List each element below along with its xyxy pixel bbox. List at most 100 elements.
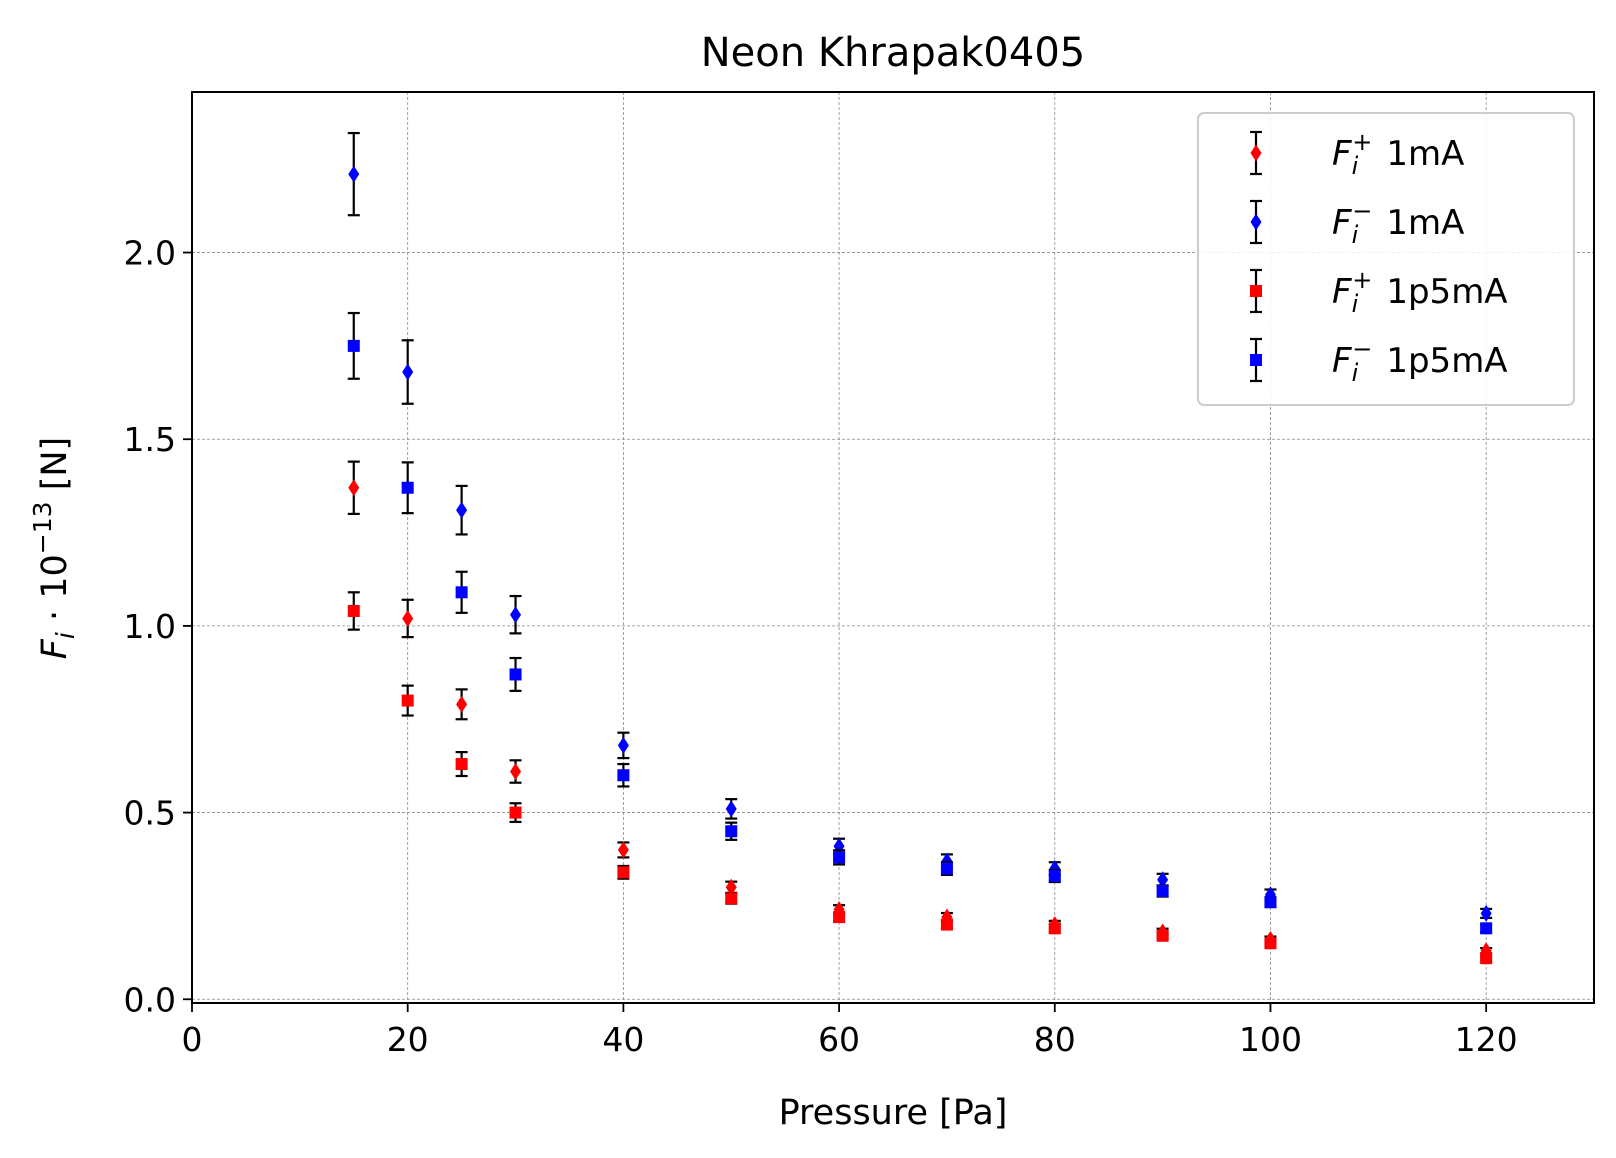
x-tick-label: 80 xyxy=(1034,1020,1076,1059)
data-point xyxy=(940,918,953,931)
legend-item: Fi− 1p5mA xyxy=(1250,335,1508,387)
data-point xyxy=(1264,937,1277,950)
x-tick-label: 40 xyxy=(602,1020,644,1059)
x-tick-label: 0 xyxy=(182,1020,203,1059)
point-marker xyxy=(509,668,522,681)
point-marker xyxy=(402,609,414,627)
point-marker xyxy=(402,363,414,381)
legend-label: Fi+ 1mA xyxy=(1332,128,1464,180)
point-marker xyxy=(1156,884,1169,897)
point-marker xyxy=(940,862,953,875)
point-marker xyxy=(510,606,522,624)
data-point xyxy=(725,798,738,820)
point-marker xyxy=(348,165,360,183)
point-marker xyxy=(347,339,360,352)
legend-marker xyxy=(1250,354,1262,366)
point-marker xyxy=(617,866,630,879)
x-tick-label: 20 xyxy=(387,1020,429,1059)
point-marker xyxy=(509,806,522,819)
legend-label: Fi− 1p5mA xyxy=(1332,335,1508,387)
legend-item: Fi+ 1p5mA xyxy=(1250,266,1508,318)
point-marker xyxy=(1480,952,1493,965)
legend-marker xyxy=(1250,144,1262,162)
data-point xyxy=(833,849,846,866)
data-point xyxy=(455,688,468,721)
y-tick-label: 2.0 xyxy=(124,234,176,273)
legend-label: Fi+ 1p5mA xyxy=(1332,266,1508,318)
data-point xyxy=(455,484,468,536)
data-point xyxy=(617,731,630,760)
legend-item: Fi+ 1mA xyxy=(1250,128,1464,180)
data-point xyxy=(509,759,522,784)
y-tick-label: 1.5 xyxy=(124,420,176,459)
point-marker xyxy=(940,918,953,931)
point-marker xyxy=(348,479,360,497)
legend: Fi+ 1mA Fi− 1mA Fi+ 1p5mA Fi− 1p5mA xyxy=(1197,112,1575,406)
point-marker xyxy=(347,604,360,617)
data-point xyxy=(347,311,360,380)
point-marker xyxy=(725,800,737,818)
data-point xyxy=(401,684,414,717)
data-point xyxy=(1156,884,1169,898)
point-marker xyxy=(725,825,738,838)
data-point xyxy=(347,591,360,631)
data-point xyxy=(455,570,468,614)
x-tick-label: 120 xyxy=(1455,1020,1518,1059)
data-point xyxy=(1480,922,1493,935)
data-point xyxy=(1048,868,1061,884)
x-tick-label: 60 xyxy=(818,1020,860,1059)
point-marker xyxy=(401,694,414,707)
legend-marker xyxy=(1250,285,1262,297)
point-marker xyxy=(455,586,468,599)
chart-title: Neon Khrapak0405 xyxy=(701,30,1085,76)
data-point xyxy=(1048,922,1061,935)
point-marker xyxy=(1480,904,1492,922)
data-point xyxy=(833,911,846,924)
data-point xyxy=(725,821,738,841)
data-point xyxy=(617,864,630,880)
data-point xyxy=(940,861,953,877)
point-marker xyxy=(617,769,630,782)
x-axis-label: Pressure [Pa] xyxy=(779,1093,1008,1133)
point-marker xyxy=(1480,922,1493,935)
data-point xyxy=(401,598,414,639)
point-marker xyxy=(1156,929,1169,942)
legend-marker xyxy=(1250,213,1262,231)
axes-frame xyxy=(191,91,1595,1004)
data-point xyxy=(1480,952,1493,965)
point-marker xyxy=(833,851,846,864)
point-marker xyxy=(1048,870,1061,883)
point-marker xyxy=(401,481,414,494)
data-point xyxy=(1480,904,1493,922)
data-point xyxy=(401,461,414,515)
data-point xyxy=(1264,896,1277,909)
x-tick-label: 100 xyxy=(1239,1020,1302,1059)
y-tick-label: 0.0 xyxy=(124,980,176,1019)
point-marker xyxy=(725,892,738,905)
data-point xyxy=(509,656,522,692)
data-point xyxy=(509,594,522,635)
series-4 xyxy=(347,311,1493,935)
point-marker xyxy=(617,736,629,754)
series-3 xyxy=(347,591,1493,965)
point-marker xyxy=(617,841,629,859)
data-point xyxy=(401,339,414,405)
legend-label: Fi− 1mA xyxy=(1332,197,1464,249)
y-axis-label: Fi · 10−13 [N] xyxy=(28,437,80,659)
data-point xyxy=(617,762,630,788)
y-tick-label: 0.5 xyxy=(124,794,176,833)
point-marker xyxy=(833,911,846,924)
data-point xyxy=(509,802,522,824)
data-point xyxy=(725,892,738,905)
point-marker xyxy=(1264,896,1277,909)
y-tick-label: 1.0 xyxy=(124,607,176,646)
point-marker xyxy=(1264,937,1277,950)
data-point xyxy=(455,751,468,778)
point-marker xyxy=(510,763,522,781)
legend-item: Fi− 1mA xyxy=(1250,197,1464,249)
point-marker xyxy=(456,501,468,519)
legend-box xyxy=(1197,112,1575,406)
point-marker xyxy=(456,695,468,713)
plot-area: 0 20 40 60 80 100 120 0.0 0.5 1.0 1.5 2.0 xyxy=(124,91,1595,1059)
